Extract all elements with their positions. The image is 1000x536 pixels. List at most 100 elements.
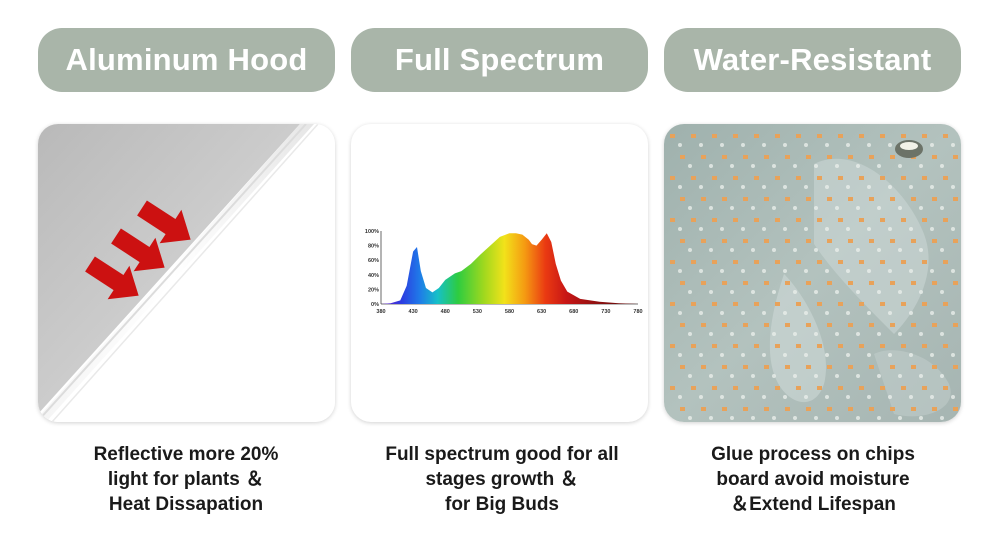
solder-pad bbox=[772, 248, 776, 252]
led-chip bbox=[743, 407, 748, 411]
led-chip bbox=[722, 155, 727, 159]
solder-pad bbox=[678, 269, 682, 273]
solder-pad bbox=[814, 164, 818, 168]
solder-pad bbox=[678, 227, 682, 231]
led-chip bbox=[775, 344, 780, 348]
led-chip bbox=[901, 344, 906, 348]
feature-title-pill: Water-Resistant bbox=[664, 28, 961, 92]
solder-pad bbox=[720, 353, 724, 357]
led-chip bbox=[796, 302, 801, 306]
led-chip bbox=[953, 407, 958, 411]
solder-pad bbox=[688, 416, 692, 420]
led-chip bbox=[922, 344, 927, 348]
solder-pad bbox=[835, 290, 839, 294]
solder-pad bbox=[856, 248, 860, 252]
led-chip bbox=[890, 239, 895, 243]
led-chip bbox=[701, 407, 706, 411]
led-chip bbox=[806, 323, 811, 327]
led-chip bbox=[796, 176, 801, 180]
led-chip bbox=[754, 134, 759, 138]
led-chip bbox=[901, 134, 906, 138]
spectrum-chart-card: 380 430 480 530 580 630 680 730 780 0% 20% 40% 60% 8… bbox=[351, 124, 648, 422]
solder-pad bbox=[804, 269, 808, 273]
led-chip bbox=[806, 365, 811, 369]
led-chip bbox=[733, 386, 738, 390]
led-chip bbox=[922, 134, 927, 138]
solder-pad bbox=[940, 290, 944, 294]
led-chip bbox=[827, 407, 832, 411]
solder-pad bbox=[825, 353, 829, 357]
solder-pad bbox=[772, 206, 776, 210]
solder-pad bbox=[720, 311, 724, 315]
hood-edge bbox=[38, 124, 314, 422]
led-chip bbox=[880, 386, 885, 390]
solder-pad bbox=[751, 164, 755, 168]
led-chip bbox=[733, 134, 738, 138]
solder-pad bbox=[793, 332, 797, 336]
solder-pad bbox=[919, 248, 923, 252]
solder-pad bbox=[825, 227, 829, 231]
solder-pad bbox=[825, 143, 829, 147]
led-chip bbox=[953, 155, 958, 159]
solder-pad bbox=[888, 353, 892, 357]
led-chip bbox=[796, 344, 801, 348]
led-chip bbox=[890, 197, 895, 201]
led-chip bbox=[785, 365, 790, 369]
led-chip bbox=[880, 260, 885, 264]
led-chip bbox=[691, 344, 696, 348]
led-chip bbox=[922, 176, 927, 180]
solder-pad bbox=[762, 269, 766, 273]
led-chip bbox=[670, 260, 675, 264]
led-chip bbox=[911, 365, 916, 369]
solder-pad bbox=[762, 185, 766, 189]
solder-pad bbox=[930, 185, 934, 189]
led-chip bbox=[880, 344, 885, 348]
led-chip bbox=[869, 155, 874, 159]
led-chip bbox=[932, 323, 937, 327]
solder-pad bbox=[699, 227, 703, 231]
feature-title: Water-Resistant bbox=[693, 42, 932, 77]
solder-pad bbox=[751, 332, 755, 336]
solder-pad bbox=[741, 185, 745, 189]
solder-pad bbox=[793, 206, 797, 210]
solder-pad bbox=[751, 416, 755, 420]
solder-pad bbox=[814, 416, 818, 420]
solder-pad bbox=[772, 332, 776, 336]
led-chip bbox=[901, 386, 906, 390]
solder-pad bbox=[856, 374, 860, 378]
led-chip bbox=[848, 323, 853, 327]
led-chip bbox=[838, 344, 843, 348]
led-chip bbox=[785, 281, 790, 285]
solder-pad bbox=[888, 143, 892, 147]
led-chip bbox=[733, 218, 738, 222]
led-chip bbox=[796, 218, 801, 222]
solder-pad bbox=[730, 416, 734, 420]
led-chip bbox=[733, 176, 738, 180]
led-chip bbox=[932, 281, 937, 285]
solder-pad bbox=[867, 143, 871, 147]
caption-line: light for plants ＆ bbox=[107, 469, 265, 490]
led-chip bbox=[869, 407, 874, 411]
solder-pad bbox=[783, 227, 787, 231]
led-chip bbox=[943, 386, 948, 390]
solder-pad bbox=[793, 164, 797, 168]
led-chip bbox=[670, 176, 675, 180]
solder-pad bbox=[888, 311, 892, 315]
solder-pad bbox=[898, 416, 902, 420]
solder-pad bbox=[930, 353, 934, 357]
led-chip bbox=[859, 176, 864, 180]
solder-pad bbox=[846, 311, 850, 315]
solder-pad bbox=[951, 353, 955, 357]
red-arrow-icon bbox=[111, 228, 165, 272]
x-tick-label: 630 bbox=[537, 309, 546, 315]
solder-pad bbox=[930, 269, 934, 273]
solder-pad bbox=[825, 311, 829, 315]
caption-line: Glue process on chips bbox=[711, 444, 915, 465]
led-chip bbox=[680, 197, 685, 201]
solder-pad bbox=[804, 395, 808, 399]
led-chip bbox=[817, 218, 822, 222]
led-chip bbox=[754, 344, 759, 348]
led-chip bbox=[806, 155, 811, 159]
led-chip bbox=[764, 281, 769, 285]
caption-line: Reflective more 20% bbox=[93, 444, 279, 465]
